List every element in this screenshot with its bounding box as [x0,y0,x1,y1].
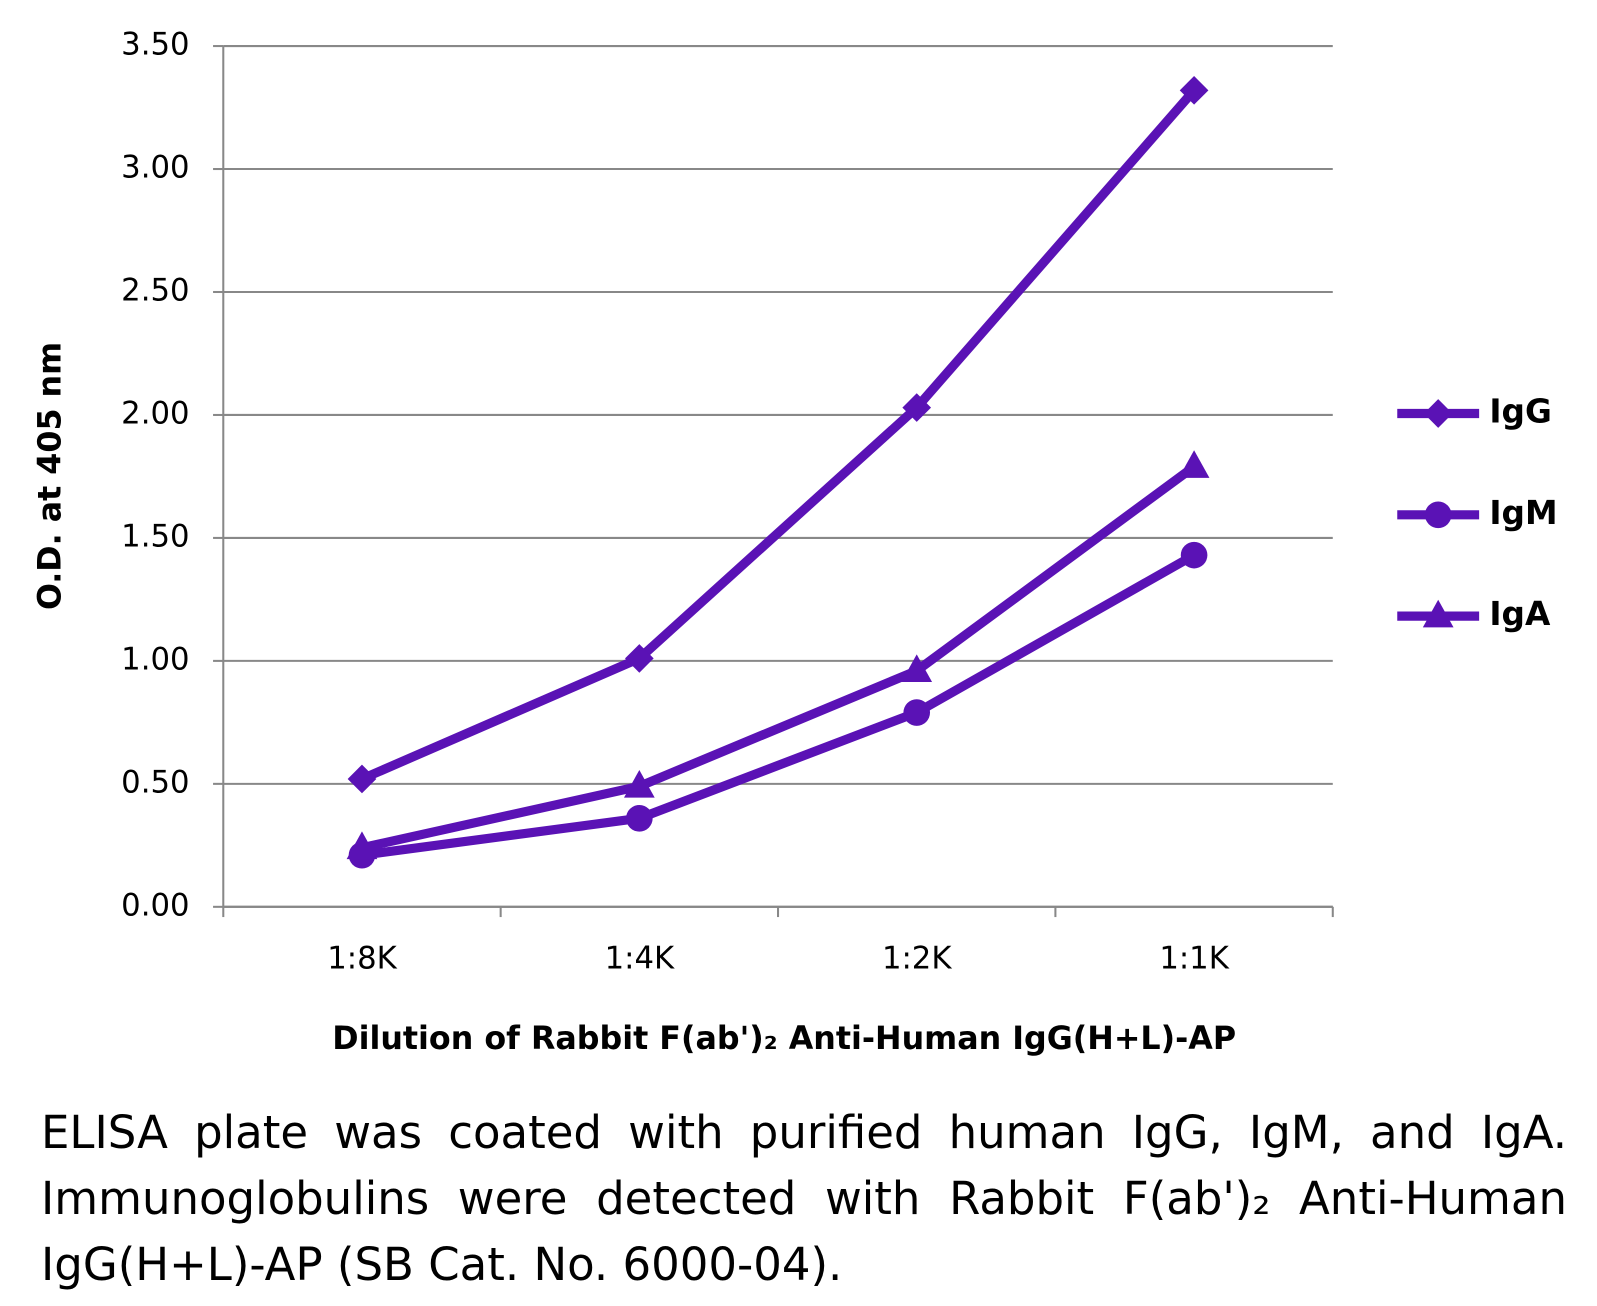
x-axis-title: Dilution of Rabbit F(ab')₂ Anti-Human Ig… [332,1021,1236,1057]
legend-marker [1422,599,1454,628]
marker [626,804,653,832]
y-tick-label: 2.50 [121,273,189,308]
y-tick-label: 3.00 [121,151,189,186]
marker [901,654,933,682]
marker [1180,541,1208,569]
y-tick-label: 3.50 [121,28,189,63]
legend-marker [1424,501,1452,529]
x-tick-label: 1:4K [605,942,675,977]
series-line [360,462,1197,853]
y-tick-label: 0.00 [121,888,189,923]
marker [623,769,655,798]
marker [1178,450,1210,478]
y-axis-title: O.D. at 405 nm [32,342,68,610]
legend-label: IgG [1489,392,1552,430]
marker [347,764,377,794]
marker [903,699,931,726]
x-tick-label: 1:8K [327,942,397,977]
marker [346,831,378,860]
x-tick-label: 1:2K [882,942,952,977]
series-line [361,551,1197,860]
legend-marker [1423,399,1453,428]
legend-label: IgA [1489,595,1551,633]
y-tick-label: 2.00 [121,396,189,431]
y-tick-label: 1.50 [121,519,189,554]
caption: ELISA plate was coated with purified hum… [41,1106,1567,1291]
x-tick-label: 1:1K [1159,942,1229,977]
legend-label: IgM [1489,494,1557,532]
marker [1179,75,1209,105]
y-tick-label: 0.50 [121,765,189,800]
series-line [360,87,1198,784]
y-tick-label: 1.00 [121,642,189,677]
